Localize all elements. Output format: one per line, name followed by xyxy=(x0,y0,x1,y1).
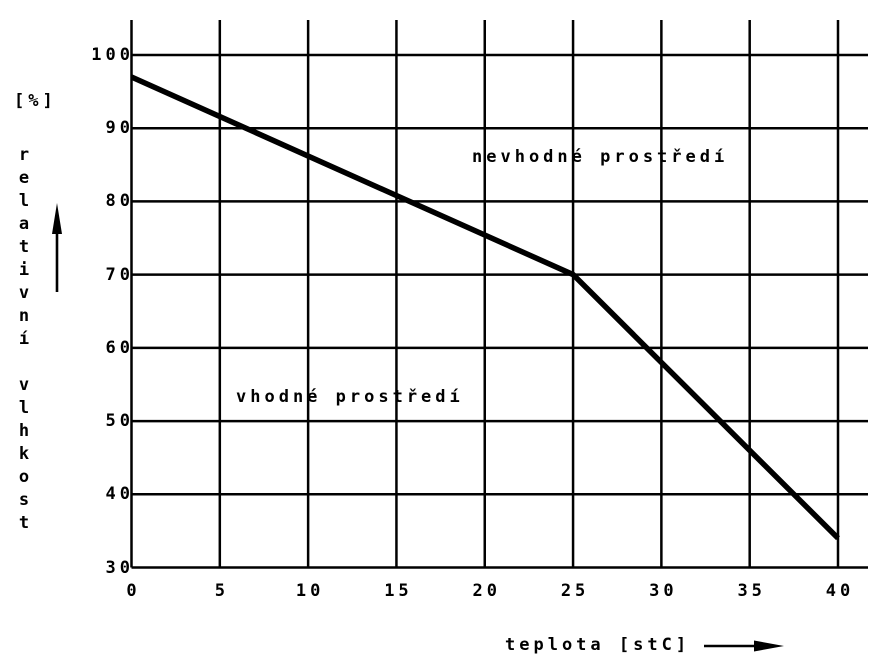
x-tick-label: 25 xyxy=(560,581,590,601)
y-tick-label: 30 xyxy=(105,557,134,578)
y-tick-label: 80 xyxy=(105,191,134,212)
y-tick-label: 60 xyxy=(105,337,134,358)
x-tick-label: 30 xyxy=(649,581,678,601)
x-tick-label: 35 xyxy=(737,581,766,601)
x-tick-label: 0 xyxy=(126,581,141,601)
y-axis-unit-label: [%] xyxy=(14,91,57,111)
x-tick-label: 15 xyxy=(384,581,413,601)
annotation-unsuitable-environment: nevhodné prostředí xyxy=(472,147,729,167)
x-axis-title: teplota [stC] xyxy=(505,635,691,655)
x-tick-label: 20 xyxy=(472,581,501,601)
x-tick-label: 40 xyxy=(825,581,855,601)
y-axis-title: r e l a t i v n í v l h k o s t xyxy=(18,145,30,533)
y-tick-label: 100 xyxy=(91,45,134,65)
y-tick-label: 70 xyxy=(105,264,134,285)
y-tick-label: 90 xyxy=(105,118,134,139)
x-tick-label: 5 xyxy=(214,581,229,601)
data-line xyxy=(130,74,840,541)
y-axis-arrow-icon xyxy=(52,203,62,292)
x-axis-arrow-icon xyxy=(704,640,784,652)
grid-layer xyxy=(130,20,868,569)
y-tick-label: 40 xyxy=(105,484,134,505)
y-tick-label: 50 xyxy=(105,411,134,432)
annotation-suitable-environment: vhodné prostředí xyxy=(236,387,464,407)
x-tick-label: 10 xyxy=(295,581,325,601)
